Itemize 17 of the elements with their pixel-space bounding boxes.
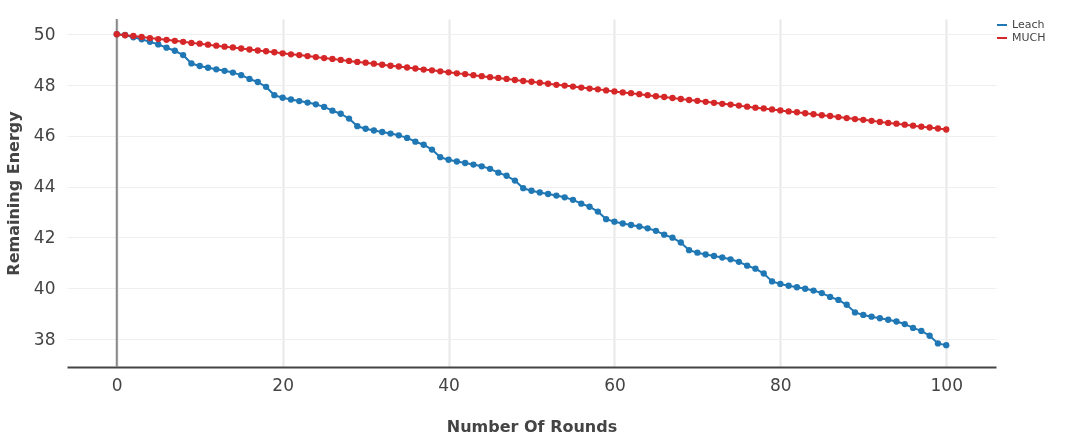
x-tick-label: 80 xyxy=(770,374,792,395)
x-tick-label: 60 xyxy=(604,374,626,395)
x-tick-label: 20 xyxy=(272,374,294,395)
legend-label: MUCH xyxy=(1012,31,1046,44)
y-tick-label: 38 xyxy=(33,328,56,349)
y-tick-label: 48 xyxy=(33,74,56,95)
y-tick-label: 42 xyxy=(33,226,56,247)
x-tick-label: 100 xyxy=(930,374,963,395)
y-axis-title: Remaining Energy xyxy=(3,110,23,276)
x-axis-title: Number Of Rounds xyxy=(446,416,618,434)
x-tick-label: 0 xyxy=(111,374,123,395)
legend-label: Leach xyxy=(1012,18,1045,31)
y-tick-label: 50 xyxy=(33,23,56,44)
x-tick-label: 40 xyxy=(438,374,460,395)
y-tick-label: 44 xyxy=(33,176,56,197)
y-tick-label: 46 xyxy=(33,125,56,146)
y-tick-label: 40 xyxy=(33,277,56,298)
